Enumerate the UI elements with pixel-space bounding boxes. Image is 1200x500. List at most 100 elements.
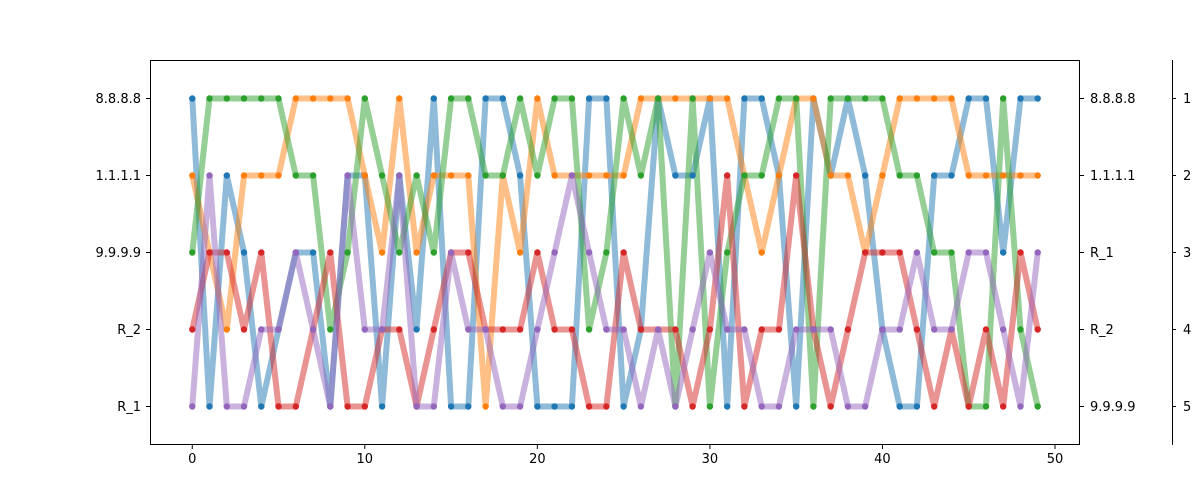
data-point-3-45 xyxy=(965,403,972,410)
data-point-1-9 xyxy=(344,95,351,102)
ticks-layer: 0 10 20 30 40 50 8.8.8.8 1.1.1.1 9.9.9.9 R_2 R_1 8.… xyxy=(96,92,1192,467)
data-point-2-35 xyxy=(793,95,800,102)
data-point-3-34 xyxy=(775,326,783,333)
data-point-3-9 xyxy=(344,403,351,410)
data-point-3-14 xyxy=(430,326,437,333)
data-point-3-1 xyxy=(206,249,213,256)
data-point-4-43 xyxy=(931,326,938,333)
data-point-3-28 xyxy=(672,326,679,333)
data-point-0-3 xyxy=(240,249,248,256)
data-point-3-25 xyxy=(620,249,627,256)
data-point-2-17 xyxy=(482,172,489,179)
data-point-3-40 xyxy=(879,249,886,256)
data-point-4-24 xyxy=(603,326,610,333)
data-point-4-28 xyxy=(672,403,679,410)
data-point-3-20 xyxy=(534,249,541,256)
data-point-2-18 xyxy=(499,172,506,179)
data-point-2-29 xyxy=(689,95,696,102)
data-point-1-3 xyxy=(240,172,248,179)
far-right-tick-label: 5 xyxy=(1183,400,1191,415)
data-point-1-2 xyxy=(223,326,230,333)
data-point-2-48 xyxy=(1017,326,1024,333)
data-point-3-29 xyxy=(689,403,696,410)
data-point-2-33 xyxy=(758,172,765,179)
x-tick-label: 30 xyxy=(702,452,719,467)
right-y-tick-label: 9.9.9.9 xyxy=(1090,400,1135,415)
data-point-2-4 xyxy=(258,95,265,102)
data-point-4-37 xyxy=(827,326,834,333)
data-point-4-13 xyxy=(413,403,420,410)
data-point-1-12 xyxy=(396,95,403,102)
data-point-4-42 xyxy=(913,249,921,256)
data-point-3-10 xyxy=(361,403,368,410)
data-point-1-41 xyxy=(896,95,903,102)
right-y-tick-label: 1.1.1.1 xyxy=(1090,169,1135,184)
data-point-2-9 xyxy=(344,249,351,256)
data-point-0-29 xyxy=(689,172,696,179)
data-point-0-25 xyxy=(620,403,627,410)
data-point-2-14 xyxy=(430,249,437,256)
data-point-2-34 xyxy=(775,95,783,102)
data-point-2-37 xyxy=(827,95,834,102)
data-point-4-47 xyxy=(1000,326,1007,333)
data-point-2-6 xyxy=(292,172,299,179)
data-point-2-12 xyxy=(396,249,403,256)
data-point-0-1 xyxy=(206,403,213,410)
data-point-3-12 xyxy=(396,326,403,333)
data-point-0-49 xyxy=(1034,95,1041,102)
data-point-0-16 xyxy=(465,403,472,410)
data-point-4-48 xyxy=(1017,403,1024,410)
data-point-1-24 xyxy=(603,172,610,179)
data-point-1-40 xyxy=(879,172,886,179)
data-point-4-18 xyxy=(499,403,506,410)
x-tick-label: 50 xyxy=(1047,452,1064,467)
data-point-3-0 xyxy=(189,326,196,333)
data-point-3-33 xyxy=(758,326,765,333)
data-point-3-16 xyxy=(465,249,472,256)
data-point-3-22 xyxy=(568,326,576,333)
data-point-4-44 xyxy=(948,326,955,333)
data-point-0-21 xyxy=(551,403,558,410)
data-point-0-39 xyxy=(862,172,869,179)
data-point-2-38 xyxy=(844,95,852,102)
data-point-0-45 xyxy=(965,95,972,102)
data-point-2-11 xyxy=(378,172,386,179)
data-point-0-4 xyxy=(258,403,265,410)
data-point-4-25 xyxy=(620,326,627,333)
data-point-4-10 xyxy=(361,326,368,333)
data-point-0-20 xyxy=(534,403,541,410)
data-point-1-43 xyxy=(931,95,938,102)
data-point-0-33 xyxy=(758,95,765,102)
far-right-tick-label: 2 xyxy=(1183,169,1191,184)
data-point-2-15 xyxy=(447,95,455,102)
data-point-3-8 xyxy=(327,249,334,256)
data-point-1-20 xyxy=(534,95,541,102)
data-point-4-22 xyxy=(568,172,576,179)
data-point-1-37 xyxy=(827,172,834,179)
data-point-4-5 xyxy=(275,326,282,333)
data-point-2-41 xyxy=(896,172,903,179)
data-point-2-42 xyxy=(913,172,921,179)
data-point-0-23 xyxy=(585,95,593,102)
data-point-2-16 xyxy=(465,95,472,102)
data-point-3-4 xyxy=(258,249,265,256)
data-point-3-24 xyxy=(603,403,610,410)
data-point-1-30 xyxy=(706,95,714,102)
data-point-3-19 xyxy=(516,326,524,333)
data-point-1-14 xyxy=(430,172,437,179)
data-point-2-49 xyxy=(1034,403,1041,410)
data-point-2-43 xyxy=(931,249,938,256)
data-point-2-32 xyxy=(741,172,748,179)
data-point-4-21 xyxy=(551,249,558,256)
data-point-1-47 xyxy=(1000,172,1007,179)
data-point-4-2 xyxy=(223,403,230,410)
data-point-4-1 xyxy=(206,172,213,179)
data-point-3-18 xyxy=(499,326,506,333)
data-point-1-4 xyxy=(258,172,265,179)
data-point-3-48 xyxy=(1017,249,1024,256)
data-point-2-3 xyxy=(240,95,248,102)
data-point-3-39 xyxy=(862,249,869,256)
data-point-1-0 xyxy=(189,172,196,179)
data-point-0-13 xyxy=(413,326,420,333)
data-point-2-30 xyxy=(706,403,714,410)
